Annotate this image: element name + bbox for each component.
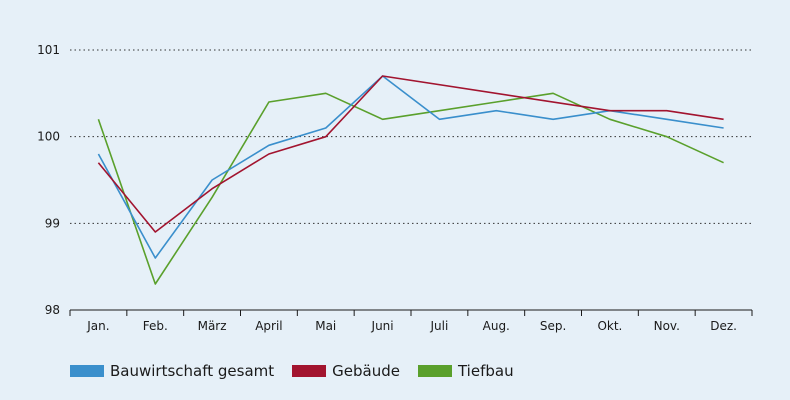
x-tick-label: Feb.	[143, 319, 168, 333]
legend-swatch	[417, 365, 452, 377]
series-line-tiefbau	[97, 92, 724, 285]
x-tick-label: Jan.	[86, 319, 109, 333]
legend-label: Tiefbau	[457, 362, 514, 380]
legend-label: Gebäude	[332, 362, 400, 380]
x-tick-label: Sep.	[540, 319, 566, 333]
x-tick-label: Juni	[371, 319, 394, 333]
x-tick-label: Mai	[315, 319, 336, 333]
series-line-gebäude	[97, 75, 724, 233]
x-tick-label: Juli	[430, 319, 449, 333]
legend-item: Gebäude	[292, 362, 400, 380]
y-tick-label: 101	[37, 43, 60, 57]
legend-label: Bauwirtschaft gesamt	[110, 362, 275, 380]
legend-item: Bauwirtschaft gesamt	[70, 362, 274, 380]
x-tick-label: April	[255, 319, 282, 333]
x-tick-label: Okt.	[597, 319, 622, 333]
legend-swatch	[70, 365, 104, 377]
legend: Bauwirtschaft gesamt Gebäude Tiefbau	[70, 362, 532, 380]
legend-swatch	[292, 365, 327, 377]
legend-item: Tiefbau	[417, 362, 514, 380]
y-tick-label: 99	[45, 216, 60, 230]
y-tick-label: 100	[37, 130, 60, 144]
x-tick-label: Aug.	[483, 319, 510, 333]
x-tick-label: Nov.	[654, 319, 680, 333]
series-line-bauwirtschaft-gesamt	[97, 75, 724, 259]
x-tick-label: März	[198, 319, 227, 333]
x-tick-label: Dez.	[710, 319, 737, 333]
y-tick-label: 98	[45, 303, 60, 317]
